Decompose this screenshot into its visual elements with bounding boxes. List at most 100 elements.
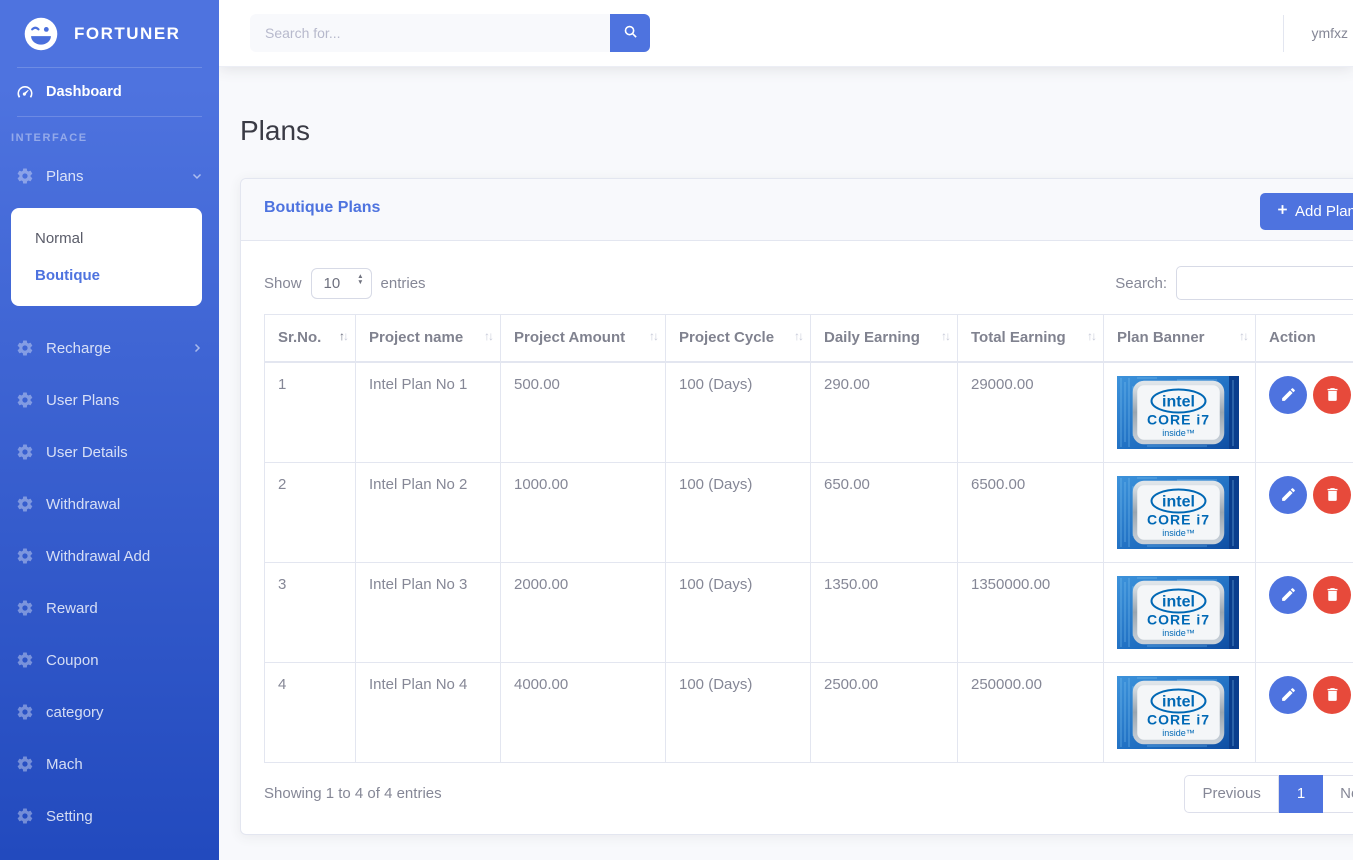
cell-project-amount: 2000.00: [500, 561, 666, 663]
gear-icon: [16, 443, 34, 461]
brand-name: FORTUNER: [74, 23, 181, 43]
entries-label: entries: [380, 274, 426, 292]
add-plan-button[interactable]: Add Plan: [1260, 193, 1353, 230]
sidebar-item-category[interactable]: category: [0, 686, 219, 738]
sidebar-section-interface: INTERFACE: [11, 132, 88, 144]
column-header-total-earning[interactable]: Total Earning ↑↓: [957, 314, 1104, 363]
search-button[interactable]: [610, 14, 650, 52]
sidebar-item-coupon[interactable]: Coupon: [0, 634, 219, 686]
column-header-project-cycle[interactable]: Project Cycle ↑↓: [665, 314, 811, 363]
tachometer-icon: [16, 83, 34, 101]
column-header-daily-earning[interactable]: Daily Earning ↑↓: [810, 314, 958, 363]
pagination-next-button[interactable]: Next: [1323, 774, 1353, 813]
gear-icon: [16, 703, 34, 721]
intel-core-i7-banner-image: [1117, 576, 1239, 649]
cell-total-earning: 1350000.00: [957, 561, 1104, 663]
table-search-input[interactable]: [1176, 266, 1353, 300]
pencil-icon: [1280, 386, 1297, 403]
cell-project-amount: 1000.00: [500, 461, 666, 563]
sort-icon: ↑↓: [649, 329, 659, 343]
column-header-sr-no[interactable]: Sr.No. ↑↓: [264, 314, 356, 363]
gear-icon: [16, 495, 34, 513]
delete-button[interactable]: [1313, 675, 1351, 714]
edit-button[interactable]: [1269, 475, 1307, 514]
card-body: Show 10 ▲ ▼ entries Search:: [241, 241, 1353, 834]
sidebar-item-plans[interactable]: Plans: [0, 150, 219, 202]
cell-action: [1255, 361, 1353, 463]
brand-link[interactable]: FORTUNER: [0, 0, 219, 67]
pagination-previous-button[interactable]: Previous: [1184, 774, 1279, 813]
content: Plans Boutique Plans Add Plan Show 10: [219, 67, 1353, 835]
submenu-item-boutique[interactable]: Boutique: [35, 267, 100, 284]
sort-icon: ↑↓: [941, 329, 951, 343]
table-row: 4 Intel Plan No 4 4000.00 100 (Days) 250…: [264, 661, 1353, 763]
column-header-project-name[interactable]: Project name ↑↓: [355, 314, 501, 363]
plus-icon: [1276, 203, 1295, 220]
cell-total-earning: 6500.00: [957, 461, 1104, 563]
sidebar-item-withdrawal-add[interactable]: Withdrawal Add: [0, 530, 219, 582]
sidebar-item-setting[interactable]: Setting: [0, 790, 219, 842]
search-input[interactable]: [250, 14, 610, 52]
edit-button[interactable]: [1269, 575, 1307, 614]
column-header-project-amount[interactable]: Project Amount ↑↓: [500, 314, 666, 363]
sidebar-item-label: User Details: [46, 443, 128, 461]
sidebar-item-dashboard[interactable]: Dashboard: [0, 68, 219, 116]
cell-sr-no: 1: [264, 361, 356, 463]
main-area: ymfxz Plans Boutique Plans Add Plan Show: [219, 0, 1353, 860]
pagination-page-1-button[interactable]: 1: [1278, 774, 1324, 813]
column-header-plan-banner[interactable]: Plan Banner ↑↓: [1103, 314, 1256, 363]
submenu-item-normal[interactable]: Normal: [35, 230, 84, 247]
topbar-divider: [1283, 14, 1285, 52]
cell-project-cycle: 100 (Days): [665, 561, 811, 663]
column-header-action[interactable]: Action↑↓: [1255, 314, 1353, 363]
cell-project-name: Intel Plan No 3: [355, 561, 501, 663]
cell-daily-earning: 650.00: [810, 461, 958, 563]
gear-icon: [16, 391, 34, 409]
sidebar-item-reward[interactable]: Reward: [0, 582, 219, 634]
username[interactable]: ymfxz: [1311, 25, 1348, 41]
cell-project-cycle: 100 (Days): [665, 461, 811, 563]
sidebar-item-user-details[interactable]: User Details: [0, 426, 219, 478]
cell-action: [1255, 461, 1353, 563]
sidebar-item-recharge[interactable]: Recharge: [0, 322, 219, 374]
cell-sr-no: 4: [264, 661, 356, 763]
card-header: Boutique Plans Add Plan: [241, 179, 1353, 241]
gear-icon: [16, 339, 34, 357]
cell-sr-no: 2: [264, 461, 356, 563]
cell-project-cycle: 100 (Days): [665, 361, 811, 463]
cell-project-name: Intel Plan No 4: [355, 661, 501, 763]
page-size-select[interactable]: 10: [310, 267, 372, 299]
cell-plan-banner: [1103, 561, 1256, 663]
cell-project-cycle: 100 (Days): [665, 661, 811, 763]
sidebar-item-label: Withdrawal: [46, 495, 121, 513]
pencil-icon: [1280, 586, 1297, 603]
sidebar-item-label: Coupon: [46, 651, 99, 669]
delete-button[interactable]: [1313, 575, 1351, 614]
sidebar-item-label: Dashboard: [46, 84, 122, 100]
gear-icon: [16, 755, 34, 773]
sidebar-item-label: User Plans: [46, 391, 120, 409]
sidebar-item-withdrawal[interactable]: Withdrawal: [0, 478, 219, 530]
table-row: 3 Intel Plan No 3 2000.00 100 (Days) 135…: [264, 561, 1353, 663]
sort-icon: ↑↓: [484, 329, 494, 343]
pagination: Previous 1 Next: [1184, 774, 1353, 813]
sidebar-item-label: Setting: [46, 807, 93, 825]
sidebar-item-user-plans[interactable]: User Plans: [0, 374, 219, 426]
cell-daily-earning: 2500.00: [810, 661, 958, 763]
cell-total-earning: 29000.00: [957, 361, 1104, 463]
table-header-row: Sr.No. ↑↓ Project name ↑↓ Project Amount ↑↓…: [264, 314, 1353, 363]
cell-daily-earning: 1350.00: [810, 561, 958, 663]
sidebar-item-label: Plans: [46, 167, 84, 185]
show-label: Show: [264, 274, 302, 292]
cell-plan-banner: [1103, 361, 1256, 463]
laugh-wink-icon: [24, 17, 58, 51]
plans-card: Boutique Plans Add Plan Show 10: [240, 178, 1353, 835]
intel-core-i7-banner-image: [1117, 376, 1239, 449]
edit-button[interactable]: [1269, 675, 1307, 714]
edit-button[interactable]: [1269, 375, 1307, 414]
cell-sr-no: 3: [264, 561, 356, 663]
delete-button[interactable]: [1313, 375, 1351, 414]
cell-total-earning: 250000.00: [957, 661, 1104, 763]
sidebar-item-mach[interactable]: Mach: [0, 738, 219, 790]
delete-button[interactable]: [1313, 475, 1351, 514]
